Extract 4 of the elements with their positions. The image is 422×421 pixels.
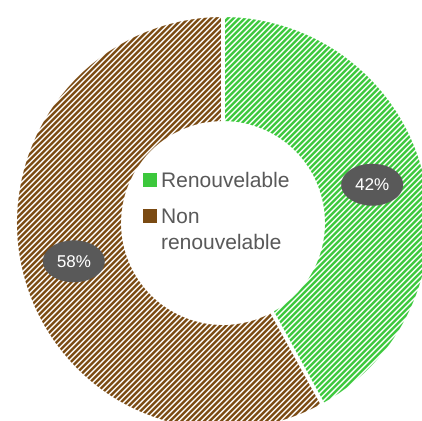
legend-label: Non renouvelable xyxy=(161,204,282,256)
data-label: 42% xyxy=(355,175,390,194)
legend-label: Renouvelable xyxy=(161,168,290,194)
data-label: 58% xyxy=(56,252,91,271)
